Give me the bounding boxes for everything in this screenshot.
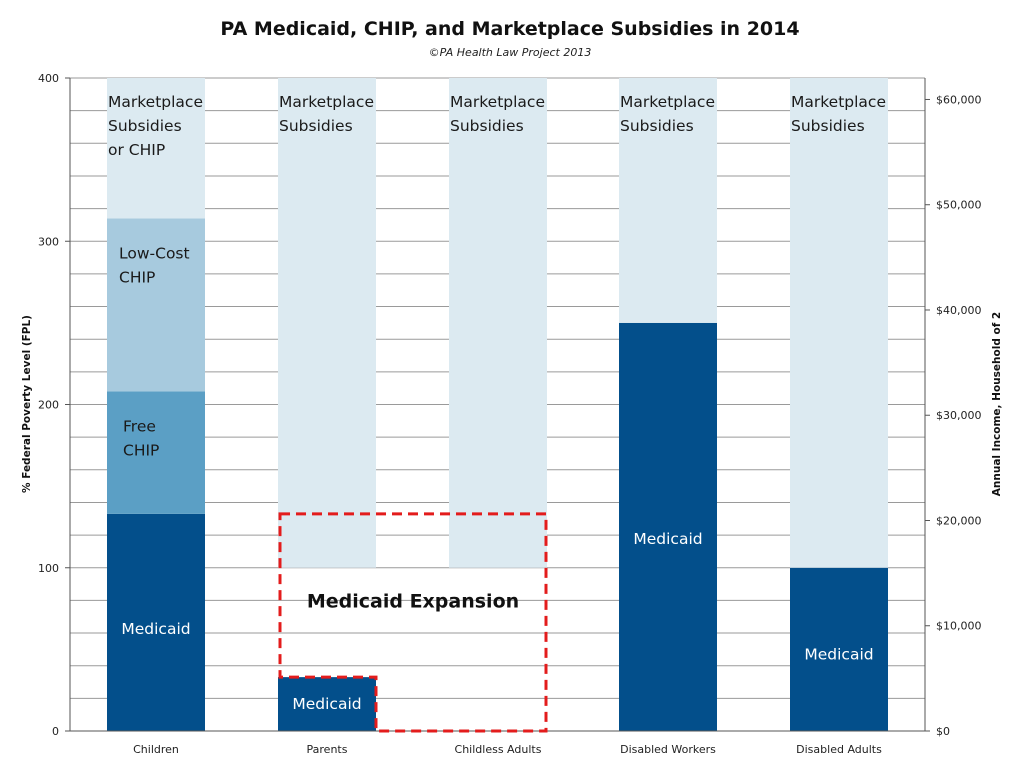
medicaid-expansion-border	[278, 512, 548, 733]
y2-tick-label: $0	[936, 725, 950, 738]
bar-segment-label: Subsidies	[620, 117, 694, 135]
bar-segment-label: Medicaid	[633, 530, 702, 548]
y2-tick-label: $50,000	[936, 199, 982, 212]
bar-segment-label: Medicaid	[292, 695, 361, 713]
chart-title: PA Medicaid, CHIP, and Marketplace Subsi…	[220, 18, 799, 40]
y2-tick-label: $30,000	[936, 409, 982, 422]
y2-tick-label: $20,000	[936, 514, 982, 527]
bar-segment-free_chip	[107, 391, 205, 514]
bar-segment-marketplace	[278, 78, 376, 568]
bar-segment-marketplace	[619, 78, 717, 323]
annotations: Medicaid Expansion	[278, 512, 548, 733]
bar-segment-lowcost_chip	[107, 218, 205, 392]
bar-segment-label: Subsidies	[450, 117, 524, 135]
bar-segment-label: Subsidies	[108, 117, 182, 135]
bar-segment-label: Subsidies	[791, 117, 865, 135]
y-tick-label: 300	[38, 235, 59, 248]
bar-segment-label: Low-Cost	[119, 244, 190, 262]
bar-segment-label: Marketplace	[279, 93, 374, 111]
bar-segment-medicaid	[790, 567, 888, 731]
bar-segment-label: Subsidies	[279, 117, 353, 135]
y-tick-label: 200	[38, 399, 59, 412]
y-tick-label: 400	[38, 72, 59, 85]
chart-subtitle: ©PA Health Law Project 2013	[429, 46, 592, 59]
y-tick-label: 100	[38, 562, 59, 575]
bar-segment-label: Marketplace	[108, 93, 203, 111]
y2-axis-label: Annual Income, Household of 2	[991, 312, 1003, 496]
bar-segment-medicaid	[278, 677, 376, 731]
bar-segment-label: or CHIP	[108, 141, 165, 159]
y2-tick-label: $10,000	[936, 620, 982, 633]
bar-segment-marketplace	[449, 78, 547, 568]
tick-labels: Children Parents Childless Adults Disabled …	[38, 72, 982, 756]
bar-segment-label: Marketplace	[620, 93, 715, 111]
y-tick-label: 0	[52, 725, 59, 738]
medicaid-expansion-label: Medicaid Expansion	[307, 591, 519, 613]
bar-segment-label: Medicaid	[804, 645, 873, 663]
bar-segment-medicaid	[619, 322, 717, 731]
x-tick-label: Children	[133, 743, 179, 756]
x-tick-label: Disabled Adults	[796, 743, 882, 756]
bar-segment-marketplace	[107, 78, 205, 219]
bars: Medicaid Free CHIP Low-Cost CHIP Marketplace S…	[107, 78, 888, 731]
bar-segment-label: CHIP	[123, 441, 159, 459]
y2-tick-label: $40,000	[936, 304, 982, 317]
bar-segment-marketplace	[790, 78, 888, 568]
bar-segment-label: Medicaid	[121, 620, 190, 638]
x-tick-label: Parents	[307, 743, 348, 756]
bar-segment-medicaid	[107, 513, 205, 731]
bar-segment-label: Marketplace	[791, 93, 886, 111]
bar-segment-label: Free	[123, 417, 156, 435]
y2-tick-label: $60,000	[936, 93, 982, 106]
x-tick-label: Childless Adults	[455, 743, 542, 756]
x-tick-label: Disabled Workers	[620, 743, 716, 756]
bar-segment-label: CHIP	[119, 268, 155, 286]
y-axis-label: % Federal Poverty Level (FPL)	[21, 315, 33, 493]
bar-segment-label: Marketplace	[450, 93, 545, 111]
